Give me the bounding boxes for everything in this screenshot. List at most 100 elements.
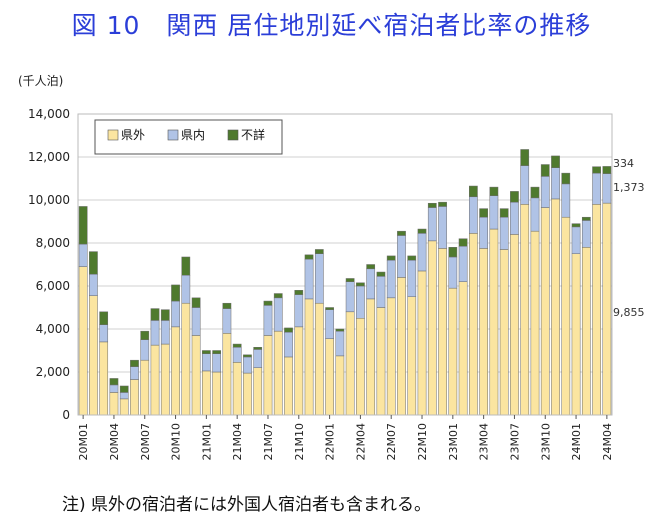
- bar-segment-kengai: [263, 335, 273, 416]
- y-tick-label: 2,000: [36, 365, 70, 379]
- bar-segment-fusho: [243, 354, 252, 358]
- bar-segment-kengai: [294, 326, 304, 416]
- data-labels: 334 1,373 9,855: [613, 157, 645, 319]
- legend-box: [94, 119, 283, 155]
- bar-segment-kengai: [540, 207, 550, 416]
- bar-segment-kengai: [479, 248, 488, 416]
- bar-segment-fusho: [479, 208, 488, 218]
- bar-segment-kengai: [243, 372, 252, 416]
- bar-segment-kennai: [499, 216, 509, 250]
- data-label: 9,855: [613, 306, 645, 319]
- x-tick-label: 21M07: [262, 423, 275, 461]
- bar-segment-kennai: [335, 330, 345, 357]
- bar-segment-kengai: [232, 362, 242, 416]
- bar-segment-kengai: [469, 233, 478, 416]
- bar-segment-kennai: [407, 259, 417, 298]
- bar-segment-fusho: [263, 300, 273, 306]
- bar-segment-fusho: [222, 302, 232, 309]
- bar-segment-fusho: [140, 330, 150, 340]
- bar-segment-fusho: [130, 359, 139, 367]
- bar-segment-kennai: [253, 349, 263, 368]
- bar-segment-kennai: [325, 309, 334, 339]
- bar-segment-kennai: [510, 201, 519, 235]
- bar-segment-kengai: [314, 302, 324, 416]
- bar-segment-fusho: [448, 247, 458, 258]
- y-axis-ticks: 0 2,000 4,000 6,000 8,000 10,000 12,000 14,000: [28, 107, 70, 422]
- bar-segment-kennai: [386, 259, 396, 299]
- bar-segment-fusho: [232, 343, 242, 348]
- bar-segment-kengai: [325, 338, 334, 416]
- bar-segment-kennai: [427, 207, 437, 242]
- bar-segment-kennai: [140, 339, 150, 361]
- bar-segment-fusho: [356, 282, 365, 287]
- bar-segment-kennai: [243, 356, 252, 374]
- bar-segment-fusho: [345, 278, 355, 282]
- bar-segment-kengai: [304, 298, 314, 416]
- bar-segment-kengai: [489, 228, 499, 416]
- bar-segment-kengai: [448, 287, 458, 416]
- legend-label: 県内: [181, 128, 205, 142]
- bar-segment-kennai: [417, 233, 427, 272]
- bar-segment-kengai: [602, 202, 612, 416]
- bar-segment-kennai: [458, 245, 468, 282]
- bar-segment-fusho: [304, 254, 314, 260]
- bar-segment-kennai: [212, 353, 221, 373]
- bar-segment-kengai: [520, 204, 530, 416]
- bar-segment-kengai: [191, 335, 201, 416]
- bar-segment-fusho: [469, 185, 478, 198]
- bar-segment-fusho: [417, 228, 427, 234]
- bar-segment-fusho: [407, 255, 417, 261]
- x-tick-label: 20M04: [108, 423, 121, 461]
- bar-segment-kengai: [417, 270, 427, 416]
- bar-segment-fusho: [294, 290, 304, 295]
- bar-segment-kennai: [294, 294, 304, 328]
- bar-segment-kennai: [78, 243, 88, 267]
- bar-segment-kennai: [150, 320, 160, 346]
- bar-segment-kengai: [458, 281, 468, 416]
- bar-segment-kengai: [89, 295, 98, 416]
- bar-segment-kennai: [448, 256, 458, 289]
- bar-segment-fusho: [438, 201, 447, 207]
- bar-segment-kennai: [438, 206, 447, 249]
- x-tick-label: 22M10: [416, 423, 429, 461]
- bar-segment-kengai: [561, 216, 571, 416]
- x-tick-label: 23M01: [447, 423, 460, 461]
- bar-segment-kennai: [181, 275, 191, 304]
- bar-segment-kengai: [510, 234, 519, 416]
- bar-segment-kengai: [571, 253, 581, 416]
- bar-segment-kengai: [397, 277, 406, 416]
- bar-segment-fusho: [489, 186, 499, 196]
- bar-segment-kennai: [304, 258, 314, 300]
- bar-segment-kennai: [551, 167, 560, 200]
- bar-segment-kengai: [171, 326, 180, 416]
- bar-segment-fusho: [314, 249, 324, 254]
- bar-segment-fusho: [427, 202, 437, 208]
- bar-segment-kennai: [356, 285, 365, 319]
- bar-segment-fusho: [325, 307, 334, 310]
- bar-segment-fusho: [284, 327, 293, 333]
- y-tick-label: 0: [62, 408, 70, 422]
- bar-segment-kennai: [366, 268, 376, 300]
- chart-title: 図 10 関西 居住地別延べ宿泊者比率の推移: [71, 11, 592, 40]
- bar-segment-kennai: [263, 305, 273, 336]
- bar-segment-fusho: [592, 166, 601, 174]
- bar-segment-kennai: [581, 220, 591, 248]
- bar-segment-kengai: [222, 333, 232, 416]
- bar-segment-fusho: [160, 309, 170, 321]
- bar-segment-kengai: [273, 330, 283, 416]
- y-tick-label: 8,000: [36, 236, 70, 250]
- y-tick-label: 10,000: [28, 193, 70, 207]
- x-tick-label: 23M04: [478, 423, 491, 461]
- bar-segment-kengai: [386, 297, 396, 416]
- x-tick-label: 23M07: [508, 423, 521, 461]
- bar-segment-fusho: [212, 350, 221, 354]
- bar-segment-kengai: [551, 198, 560, 416]
- x-tick-label: 21M04: [231, 423, 244, 461]
- bar-segment-fusho: [540, 164, 550, 177]
- bar-segment-kengai: [202, 370, 211, 416]
- bar-segment-kengai: [335, 355, 345, 416]
- y-tick-label: 14,000: [28, 107, 70, 121]
- bar-segment-fusho: [171, 284, 180, 302]
- x-tick-label: 23M10: [539, 423, 552, 461]
- bar-segment-kengai: [592, 204, 601, 416]
